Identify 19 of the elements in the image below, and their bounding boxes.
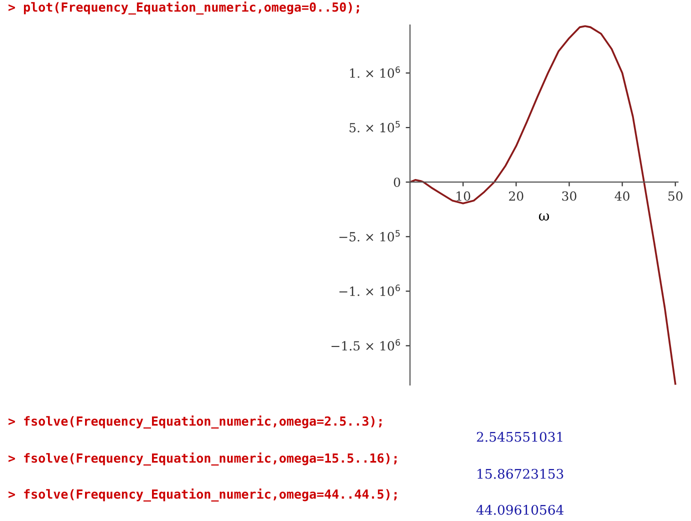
- y-tick-label: −5. × 10$^{5}$: [339, 230, 400, 242]
- text: 44.09610564: [476, 504, 564, 515]
- text: > fsolve(Frequency_Equation_numeric,omega=44..44.5);: [8, 488, 397, 502]
- text: 2.545551031: [476, 432, 562, 442]
- x-tick-label: 30: [562, 191, 576, 201]
- y-tick-label: 0: [394, 178, 400, 188]
- y-tick-label: 1. × 10$^{6}$: [350, 66, 400, 78]
- text: > fsolve(Frequency_Equation_numeric,omega=2.5..3);: [8, 415, 382, 429]
- x-tick-label: 20: [509, 191, 524, 201]
- x-axis-title: ω: [538, 213, 549, 221]
- text: 15.86723153: [478, 468, 564, 479]
- y-tick-label: −1.5 × 10$^{6}$: [332, 339, 400, 351]
- y-tick-label: −1. × 10$^{6}$: [339, 284, 400, 296]
- x-tick-label: 50: [668, 191, 682, 201]
- x-tick-label: 40: [614, 191, 630, 201]
- x-tick-label: 10: [456, 191, 470, 201]
- y-tick-label: 5. × 10$^{5}$: [350, 121, 400, 132]
- text: > plot(Frequency_Equation_numeric,omega=0..50);: [8, 1, 359, 15]
- text: > fsolve(Frequency_Equation_numeric,omega=15.5..16);: [8, 452, 397, 466]
